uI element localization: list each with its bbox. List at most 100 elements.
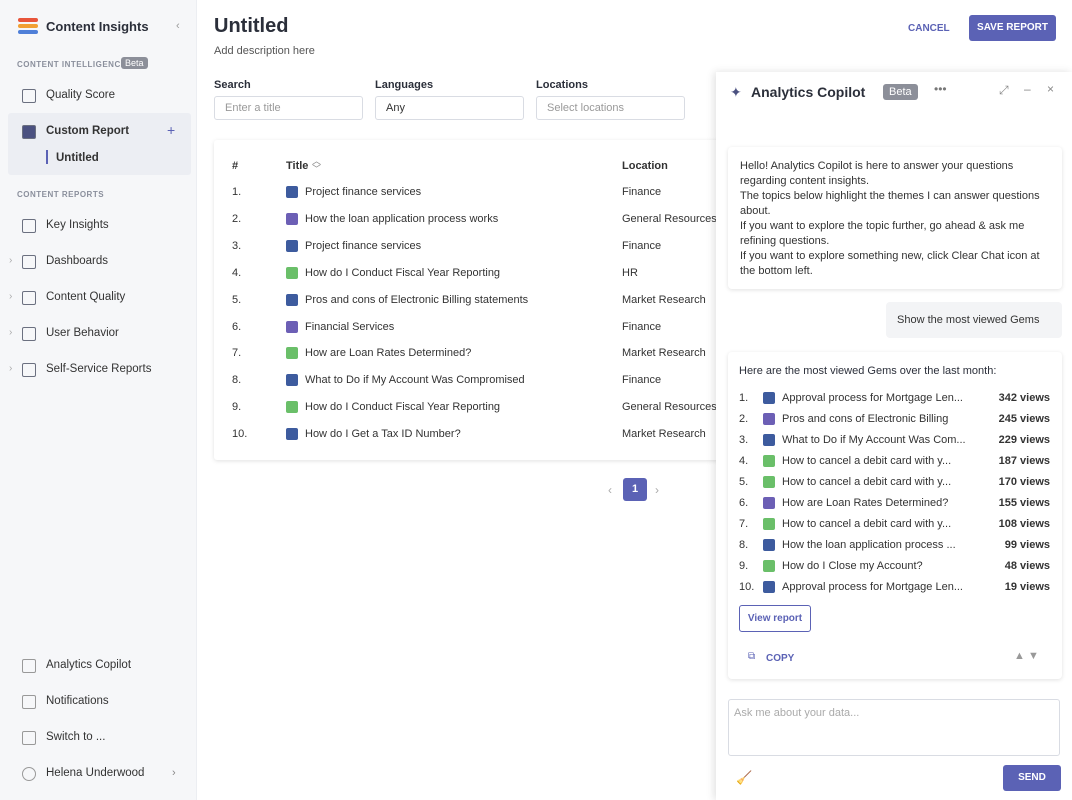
row-title[interactable]: Financial Services xyxy=(305,320,395,333)
nav-item[interactable]: Content Quality xyxy=(46,291,126,303)
icon xyxy=(22,695,36,709)
nav-item[interactable]: Analytics Copilot xyxy=(46,659,132,671)
chevron[interactable]: › xyxy=(172,767,176,779)
chat-input[interactable]: Ask me about your data... xyxy=(728,699,1060,756)
table-card: # Title Location ︿ ﹀ 1. Project finance servic… xyxy=(214,140,744,460)
icon xyxy=(22,659,36,673)
list-title[interactable]: Pros and cons of Electronic Billing xyxy=(782,413,949,425)
list-title[interactable]: How are Loan Rates Determined? xyxy=(782,497,949,509)
list-views: 245 views xyxy=(998,413,1050,425)
locations-select[interactable]: Select locations xyxy=(536,96,685,120)
nav-item[interactable]: User Behavior xyxy=(46,327,119,339)
search-input[interactable]: Enter a title xyxy=(214,96,363,120)
sort-icon[interactable]: ︿ ﹀ xyxy=(312,156,322,174)
row-number: 1. xyxy=(232,186,242,198)
row-number: 7. xyxy=(232,347,242,360)
close[interactable]: × xyxy=(1047,82,1055,96)
collapse[interactable]: ‹ xyxy=(176,20,180,32)
languages-select[interactable]: Any xyxy=(375,96,524,120)
gem-icon xyxy=(763,413,775,425)
list-number: 6. xyxy=(739,497,749,509)
gem-icon xyxy=(763,476,775,488)
row-title[interactable]: How do I Conduct Fiscal Year Reporting xyxy=(305,401,501,414)
icon xyxy=(22,125,36,139)
row-location: Market Research xyxy=(622,347,706,360)
icon xyxy=(22,219,36,233)
row-title[interactable]: How do I Conduct Fiscal Year Reporting xyxy=(305,266,501,279)
gem-icon xyxy=(763,455,775,467)
more[interactable]: ••• xyxy=(934,82,947,96)
copy-button[interactable]: COPY xyxy=(766,653,795,664)
indicator xyxy=(46,150,48,164)
user-message: Show the most viewed Gems xyxy=(897,314,1040,326)
row-title[interactable]: Project finance services xyxy=(305,239,422,252)
list-title[interactable]: How to cancel a debit card with y... xyxy=(782,518,952,530)
gem-icon xyxy=(286,293,298,306)
chevron[interactable]: › xyxy=(9,327,13,338)
copy-icon[interactable]: ⧉ xyxy=(748,651,756,662)
prev[interactable]: ‹ xyxy=(608,483,612,497)
beta-badge: Beta xyxy=(883,84,918,100)
row-location: Market Research xyxy=(622,293,706,306)
row-title[interactable]: Pros and cons of Electronic Billing stat… xyxy=(305,293,529,306)
expand[interactable]: ⤢ xyxy=(999,83,1009,97)
list-number: 9. xyxy=(739,560,749,572)
logo xyxy=(18,24,38,28)
row-number: 4. xyxy=(232,266,242,279)
intro-line: If you want to explore the topic further… xyxy=(740,220,1025,247)
nav-item[interactable]: Helena Underwood xyxy=(46,767,145,779)
list-title[interactable]: Approval process for Mortgage Len... xyxy=(782,581,963,593)
icon xyxy=(22,291,36,305)
view-report-button[interactable]: View report xyxy=(739,605,811,632)
list-views: 187 views xyxy=(998,455,1050,467)
list-number: 5. xyxy=(739,476,749,488)
list-title[interactable]: How the loan application process ... xyxy=(782,539,956,551)
row-title[interactable]: How do I Get a Tax ID Number? xyxy=(305,428,461,441)
chevron[interactable]: › xyxy=(9,291,13,302)
list-views: 99 views xyxy=(1004,539,1050,551)
row-title[interactable]: How are Loan Rates Determined? xyxy=(305,347,472,360)
minimize[interactable]: – xyxy=(1024,82,1031,96)
list-title[interactable]: What to Do if My Account Was Com... xyxy=(782,434,966,446)
row-location: General Resources xyxy=(622,401,717,414)
page-button[interactable]: 1 xyxy=(623,478,647,501)
row-location: Finance xyxy=(622,320,662,333)
nav-item[interactable]: Key Insights xyxy=(46,219,109,231)
list-title[interactable]: Approval process for Mortgage Len... xyxy=(782,392,963,404)
nav-item[interactable]: Quality Score xyxy=(46,89,116,101)
list-number: 1. xyxy=(739,392,749,404)
list-title[interactable]: How do I Close my Account? xyxy=(782,560,923,572)
list-views: 170 views xyxy=(998,476,1050,488)
page-title: Untitled xyxy=(214,15,289,37)
list-number: 8. xyxy=(739,539,749,551)
list-title[interactable]: How to cancel a debit card with y... xyxy=(782,455,952,467)
nav-item[interactable]: Self-Service Reports xyxy=(46,363,152,375)
save-button[interactable]: SAVE REPORT xyxy=(969,15,1056,41)
send-button[interactable]: SEND xyxy=(1003,765,1061,791)
gem-icon xyxy=(286,239,298,252)
row-title[interactable]: What to Do if My Account Was Compromised xyxy=(305,374,525,387)
row-title[interactable]: How the loan application process works xyxy=(305,212,499,225)
gem-icon xyxy=(286,401,298,414)
add[interactable]: + xyxy=(167,122,176,138)
thumbs[interactable]: ▲ ▼ xyxy=(1014,650,1039,662)
nav-item[interactable]: Notifications xyxy=(46,695,109,707)
chevron[interactable]: › xyxy=(9,255,13,266)
cancel-button[interactable]: CANCEL xyxy=(908,23,950,34)
description[interactable]: Add description here xyxy=(214,45,315,57)
nav-item[interactable]: Custom Report xyxy=(46,125,130,137)
clear-chat[interactable]: 🧹 xyxy=(736,770,753,785)
list-number: 10. xyxy=(739,581,755,593)
gem-icon xyxy=(286,186,298,198)
row-location: General Resources xyxy=(622,212,717,225)
chevron[interactable]: › xyxy=(9,363,13,374)
nav-item[interactable]: Switch to ... xyxy=(46,731,106,743)
nav-item[interactable]: Dashboards xyxy=(46,255,109,267)
row-title[interactable]: Project finance services xyxy=(305,186,422,198)
nav-sub-item[interactable]: Untitled xyxy=(56,152,99,164)
copilot-panel: ✦ Analytics Copilot Beta ••• ⤢ – × Hello… xyxy=(716,72,1072,800)
next[interactable]: › xyxy=(655,483,659,497)
list-title[interactable]: How to cancel a debit card with y... xyxy=(782,476,952,488)
brand: Content Insights xyxy=(46,19,149,34)
gem-icon xyxy=(286,266,298,279)
